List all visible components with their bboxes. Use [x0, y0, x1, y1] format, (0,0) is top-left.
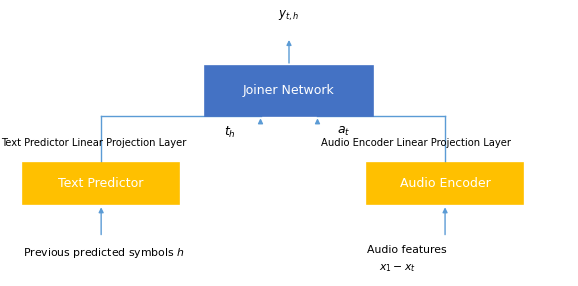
Text: Audio Encoder Linear Projection Layer: Audio Encoder Linear Projection Layer — [321, 138, 511, 148]
Text: $a_t$: $a_t$ — [337, 124, 350, 138]
Text: Previous predicted symbols $h$: Previous predicted symbols $h$ — [23, 246, 185, 260]
Text: Text Predictor: Text Predictor — [58, 177, 144, 190]
FancyBboxPatch shape — [23, 163, 179, 204]
FancyBboxPatch shape — [367, 163, 523, 204]
Text: $x_1 - x_t$: $x_1 - x_t$ — [379, 262, 416, 274]
Text: Joiner Network: Joiner Network — [243, 84, 335, 97]
Text: $y_{t,h}$: $y_{t,h}$ — [279, 9, 299, 23]
Text: $t_h$: $t_h$ — [224, 124, 236, 140]
Text: Audio Encoder: Audio Encoder — [399, 177, 491, 190]
Text: Text Predictor Linear Projection Layer: Text Predictor Linear Projection Layer — [1, 138, 187, 148]
FancyBboxPatch shape — [205, 66, 373, 116]
Text: Audio features: Audio features — [367, 245, 447, 255]
